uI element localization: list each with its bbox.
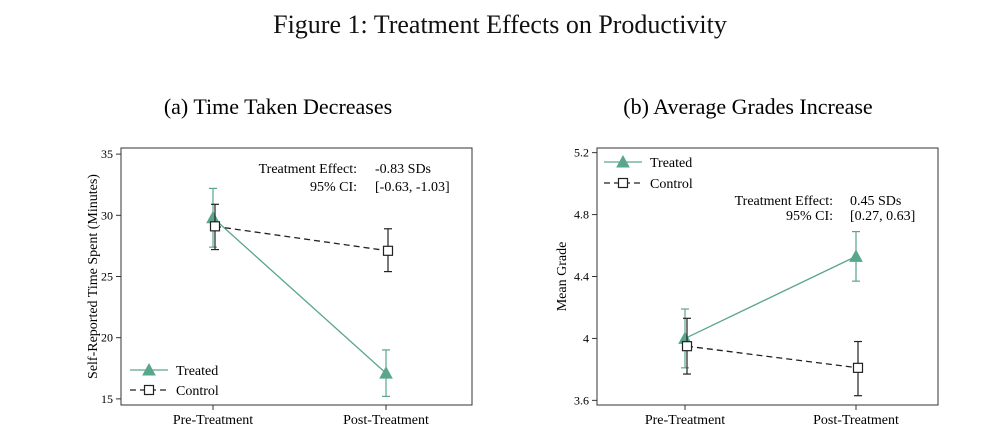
y-tick-label: 4.4 [574,270,589,284]
legend-label-treated: Treated [176,364,218,379]
annotation-ci-value: [-0.63, -1.03] [375,180,450,195]
data-point-control [209,221,221,232]
series-line-control [686,345,859,369]
annotation-effect-label: Treatment Effect: [735,194,833,209]
x-tick-label: Pre-Treatment [645,413,725,428]
data-point-treated [206,210,220,224]
y-tick-label: 20 [101,331,113,345]
legend-marker-control [617,177,629,189]
y-tick-label: 3.6 [574,393,589,407]
y-tick-label: 30 [101,208,113,222]
y-tick-label: 15 [101,392,113,406]
legend-label-control: Control [650,177,693,192]
annotation-ci-label: 95% CI: [786,209,833,224]
data-point-control [382,245,394,256]
x-tick-label: Post-Treatment [343,413,429,428]
y-tick-label: 4 [583,331,589,345]
data-point-control [681,341,693,352]
legend-label-treated: Treated [650,156,692,171]
data-point-treated [849,249,863,262]
plot-frame [596,147,939,406]
x-tick-label: Post-Treatment [813,413,899,428]
figure-title: Figure 1: Treatment Effects on Productiv… [273,10,727,39]
data-point-treated [379,366,393,379]
y-tick-label: 25 [101,270,113,284]
annotation-ci-value: [0.27, 0.63] [850,209,915,224]
series-line-control [214,225,389,252]
y-tick-label: 35 [101,147,113,161]
legend-marker-treated [616,154,630,168]
legend-label-control: Control [176,384,219,399]
annotation-ci-label: 95% CI: [310,180,357,195]
legend-marker-control [143,384,155,396]
y-tick-label: 4.8 [574,208,589,222]
series-line-treated [212,217,387,374]
y-axis-label: Self-Reported Time Spent (Minutes) [86,174,101,379]
panel-title: (a) Time Taken Decreases [164,94,392,119]
y-axis-label: Mean Grade [555,242,570,312]
panel-title: (b) Average Grades Increase [623,94,872,119]
series-line-treated [684,255,857,340]
annotation-effect-value: -0.83 SDs [375,162,431,177]
legend-marker-treated [142,362,156,376]
annotation-effect-value: 0.45 SDs [850,194,901,209]
data-point-control [852,362,864,373]
x-tick-label: Pre-Treatment [173,413,253,428]
annotation-effect-label: Treatment Effect: [259,162,357,177]
y-tick-label: 5.2 [574,146,589,160]
